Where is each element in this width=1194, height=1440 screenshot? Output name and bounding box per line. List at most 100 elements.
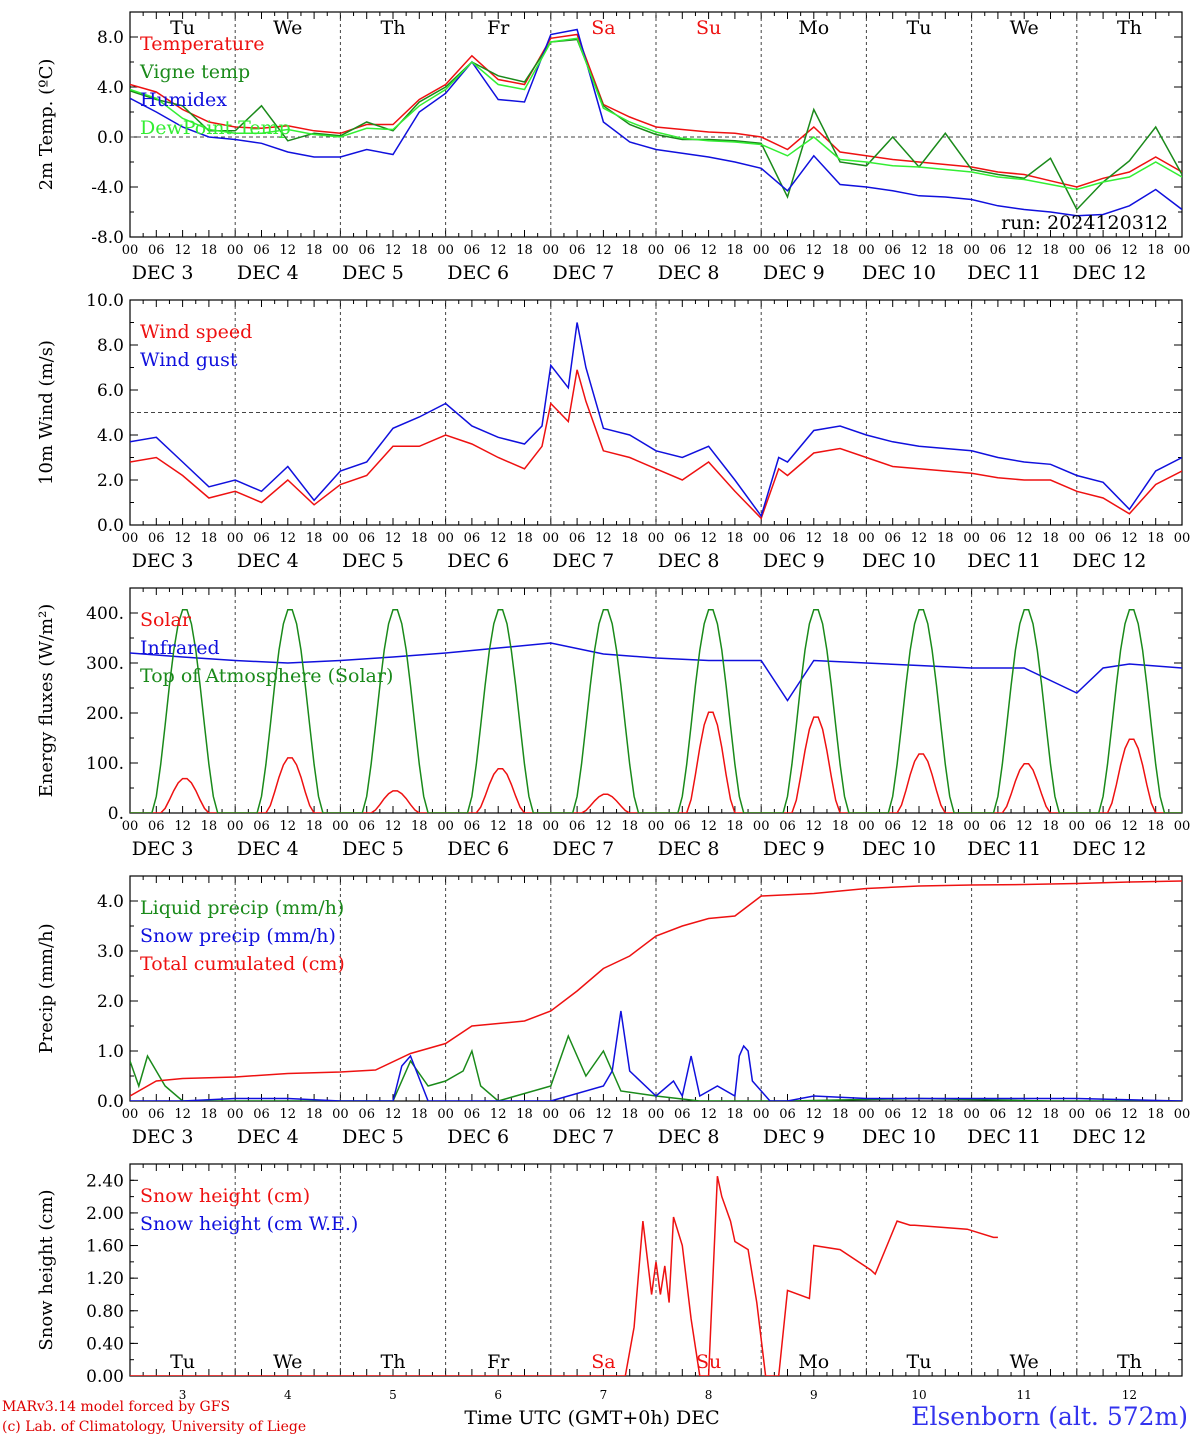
x-hour-label: 00 (332, 1107, 349, 1122)
x-hour-label: 06 (674, 1107, 691, 1122)
x-hour-label: 06 (990, 1107, 1007, 1122)
x-hour-label: 12 (490, 531, 507, 546)
x-hour-label: 18 (306, 243, 323, 258)
x-hour-label: 00 (122, 243, 139, 258)
x-hour-label: 06 (1095, 531, 1112, 546)
x-hour-label: 06 (464, 819, 481, 834)
x-hour-label: 12 (280, 243, 297, 258)
weekday-label: Sa (591, 1351, 615, 1373)
x-hour-label: 18 (832, 531, 849, 546)
x-hour-label: 00 (858, 243, 875, 258)
y-axis-label: Snow height (cm) (36, 1189, 57, 1350)
x-date-label: DEC 8 (658, 262, 720, 284)
y-tick-label: 300. (86, 654, 124, 674)
bottom-day-number: 3 (179, 1388, 187, 1402)
x-hour-label: 18 (727, 1107, 744, 1122)
y-tick-label: 0.0 (97, 128, 124, 148)
legend-entry: Total cumulated (cm) (140, 953, 345, 975)
x-hour-label: 18 (621, 243, 638, 258)
x-hour-label: 12 (1016, 819, 1033, 834)
x-hour-label: 18 (937, 1107, 954, 1122)
series-line (130, 28, 1182, 217)
x-hour-label: 06 (358, 243, 375, 258)
y-tick-label: 0. (108, 804, 124, 824)
x-date-label: DEC 6 (447, 262, 509, 284)
x-date-label: DEC 3 (132, 838, 194, 860)
y-tick-label: 8.0 (97, 336, 124, 356)
x-hour-label: 12 (806, 243, 823, 258)
x-hour-label: 12 (911, 531, 928, 546)
panel-3: 0. 100. 200. 300. 400. Energy fluxes (W/m²) So… (36, 587, 1191, 860)
y-tick-label: 2.0 (97, 471, 124, 491)
x-hour-label: 12 (700, 243, 717, 258)
x-date-label: DEC 12 (1072, 1126, 1146, 1148)
y-tick-label: -4.0 (91, 178, 124, 198)
bottom-day-number: 6 (494, 1388, 502, 1402)
legend-entry: Infrared (140, 637, 220, 659)
weekday-label: Th (381, 1351, 406, 1373)
x-date-label: DEC 11 (967, 262, 1041, 284)
x-date-label: DEC 4 (237, 262, 299, 284)
x-hour-label: 12 (385, 1107, 402, 1122)
y-tick-label: 0.00 (86, 1367, 124, 1387)
x-hour-label: 18 (1042, 531, 1059, 546)
y-axis-label: 2m Temp. (ºC) (36, 59, 57, 191)
x-hour-label: 06 (990, 819, 1007, 834)
series-group (130, 322, 1182, 520)
y-tick-label: 400. (86, 604, 124, 624)
bottom-day-number: 4 (284, 1388, 292, 1402)
x-date-label: DEC 8 (658, 838, 720, 860)
weekday-label: Fr (487, 1351, 510, 1373)
x-hour-label: 06 (464, 1107, 481, 1122)
x-hour-label: 12 (490, 819, 507, 834)
x-hour-label: 00 (437, 1107, 454, 1122)
x-date-label: DEC 12 (1072, 838, 1146, 860)
x-hour-label: 12 (595, 243, 612, 258)
x-date-label: DEC 10 (862, 838, 936, 860)
x-hour-label: 18 (516, 819, 533, 834)
y-tick-label: 3.0 (97, 942, 124, 962)
weekday-label: Fr (487, 17, 510, 39)
y-tick-label: 8.0 (97, 28, 124, 48)
x-hour-label: 12 (1121, 243, 1138, 258)
x-hour-label: 12 (490, 243, 507, 258)
x-hour-label: 00 (963, 819, 980, 834)
x-hour-label: 06 (884, 243, 901, 258)
x-hour-label: 06 (674, 531, 691, 546)
series-line (130, 642, 1182, 702)
x-hour-label: 00 (332, 819, 349, 834)
x-hour-label: 12 (700, 1107, 717, 1122)
x-hour-label: 00 (648, 819, 665, 834)
legend-entry: Wind speed (140, 321, 252, 343)
panel-1: -8.0 -4.0 0.0 4.0 8.0 2m Temp. (ºC) Temperatur… (36, 11, 1190, 284)
x-hour-label: 00 (753, 819, 770, 834)
bottom-day-number: 7 (600, 1388, 608, 1402)
x-hour-label: 00 (437, 531, 454, 546)
weekday-label: Th (381, 17, 406, 39)
x-hour-label: 00 (122, 1107, 139, 1122)
y-tick-label: 0.80 (86, 1302, 124, 1322)
x-hour-label: 12 (385, 243, 402, 258)
x-hour-label: 18 (621, 1107, 638, 1122)
station-label: Elsenborn (alt. 572m) (911, 1402, 1188, 1431)
x-hour-label: 12 (385, 819, 402, 834)
x-hour-label: 06 (990, 531, 1007, 546)
x-hour-label: 06 (1095, 1107, 1112, 1122)
weekday-label: Tu (170, 17, 195, 39)
x-hour-label: 12 (700, 531, 717, 546)
weekday-label: We (273, 17, 302, 39)
x-axis-title: Time UTC (GMT+0h) DEC (464, 1407, 719, 1429)
x-hour-label: 00 (1174, 819, 1191, 834)
x-date-label: DEC 8 (658, 1126, 720, 1148)
legend-entry: Wind gust (140, 349, 238, 371)
weekday-label: Th (1117, 1351, 1142, 1373)
x-hour-label: 06 (358, 1107, 375, 1122)
series-group (130, 880, 1182, 1101)
x-hour-label: 12 (595, 819, 612, 834)
x-date-label: DEC 10 (862, 1126, 936, 1148)
x-hour-label: 12 (595, 531, 612, 546)
x-hour-label: 06 (779, 819, 796, 834)
x-hour-label: 00 (753, 1107, 770, 1122)
x-hour-label: 12 (280, 531, 297, 546)
